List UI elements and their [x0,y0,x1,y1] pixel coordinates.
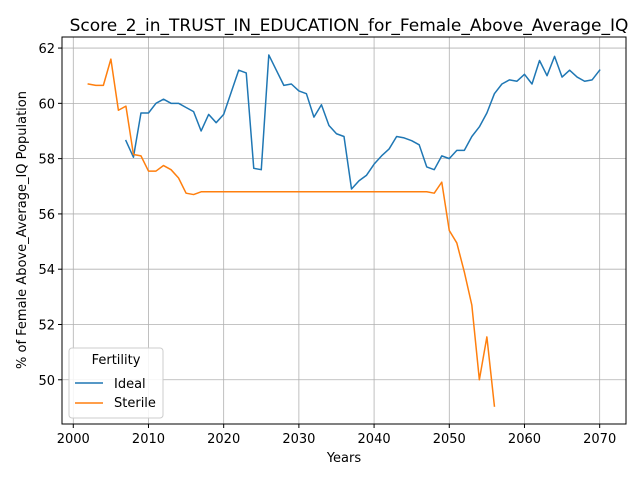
legend-label-sterile: Sterile [114,396,156,411]
x-axis-ticks: 2000 2010 2020 2030 2040 2050 2060 2070 [57,424,616,447]
y-tick-label: 62 [38,42,55,57]
y-tick-label: 54 [38,263,55,278]
series-line-sterile [87,58,496,407]
chart-title: Score_2_in_TRUST_IN_EDUCATION_for_Female… [70,16,629,36]
y-tick-label: 58 [38,153,55,168]
y-tick-label: 56 [38,208,55,223]
x-axis-label: Years [326,451,362,466]
legend-label-ideal: Ideal [114,377,146,392]
y-axis-label: % of Female Above_Average_IQ Population [15,91,30,369]
series-line-ideal [124,54,601,190]
x-tick-label: 2000 [57,432,90,447]
x-tick-label: 2020 [207,432,240,447]
legend-title: Fertility [92,353,141,368]
x-tick-label: 2010 [132,432,165,447]
x-tick-label: 2040 [358,432,391,447]
y-tick-label: 52 [38,318,55,333]
x-tick-label: 2070 [583,432,616,447]
y-tick-label: 50 [38,374,55,389]
x-tick-label: 2060 [508,432,541,447]
y-tick-label: 60 [38,97,55,112]
x-tick-label: 2050 [433,432,466,447]
legend: Fertility Ideal Sterile [68,347,164,419]
y-axis-ticks: 50 52 54 56 58 60 62 [38,42,62,389]
series-layer [87,54,601,407]
plot-area-frame [61,36,627,425]
legend-box [68,347,164,419]
x-tick-label: 2030 [282,432,315,447]
